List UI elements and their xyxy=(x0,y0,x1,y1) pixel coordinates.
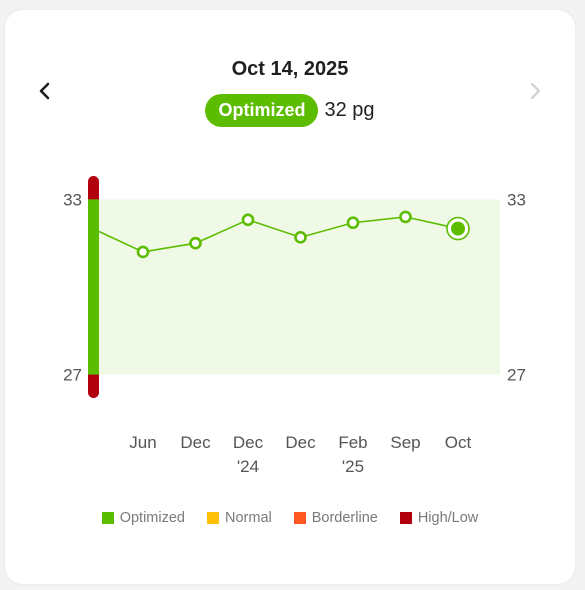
range-bar-optimized xyxy=(88,199,99,375)
status-badge: Optimized xyxy=(205,94,319,127)
data-point[interactable] xyxy=(294,231,307,244)
legend-label: Normal xyxy=(225,510,272,526)
chevron-right-icon xyxy=(530,82,541,100)
legend: Optimized Normal Borderline High/Low xyxy=(0,510,580,526)
optimized-range-band xyxy=(93,199,500,375)
legend-swatch xyxy=(399,512,412,524)
legend-item: High/Low xyxy=(399,510,479,526)
x-tick-label: Jun xyxy=(129,433,156,452)
legend-item: Optimized xyxy=(101,510,185,526)
series-line xyxy=(98,216,459,253)
y-tick-label-right: 27 xyxy=(507,366,526,385)
chevron-left-icon xyxy=(39,82,50,100)
x-tick-label: Dec xyxy=(180,433,211,452)
y-tick-label-right: 33 xyxy=(507,190,526,209)
legend-item: Normal xyxy=(207,510,272,526)
x-tick-label: Oct xyxy=(445,433,472,452)
status-value: 32 pg xyxy=(324,99,375,121)
y-tick-label-left: 27 xyxy=(63,366,82,385)
data-point[interactable] xyxy=(399,210,412,224)
x-tick-label: Feb xyxy=(338,433,367,452)
legend-swatch xyxy=(293,512,306,524)
x-tick-label: Dec xyxy=(285,433,316,452)
x-tick-label: Dec xyxy=(233,433,264,452)
x-tick-label: Sep xyxy=(390,433,420,452)
data-point[interactable] xyxy=(346,216,360,230)
prev-date-button[interactable] xyxy=(32,78,56,104)
legend-swatch xyxy=(101,512,114,524)
selected-data-point[interactable] xyxy=(451,221,465,236)
data-point[interactable] xyxy=(241,213,255,227)
legend-swatch xyxy=(207,512,219,524)
legend-label: Borderline xyxy=(311,510,378,526)
x-tick-sublabel: '24 xyxy=(237,457,259,476)
x-tick-sublabel: '25 xyxy=(342,457,364,476)
y-tick-label-left: 33 xyxy=(63,190,82,209)
selected-date: Oct 14, 2025 xyxy=(231,58,349,80)
data-point[interactable] xyxy=(136,245,150,259)
legend-label: Optimized xyxy=(119,510,185,526)
line-chart: 27 27 33 33 Jun Dec Dec '24 Dec Feb '25 Sep Oct xyxy=(63,176,526,476)
next-date-button[interactable] xyxy=(524,78,548,104)
legend-item: Borderline xyxy=(293,510,378,526)
status-row: Optimized 32 pg xyxy=(0,94,580,127)
legend-label: High/Low xyxy=(417,510,479,526)
data-point[interactable] xyxy=(189,236,202,250)
